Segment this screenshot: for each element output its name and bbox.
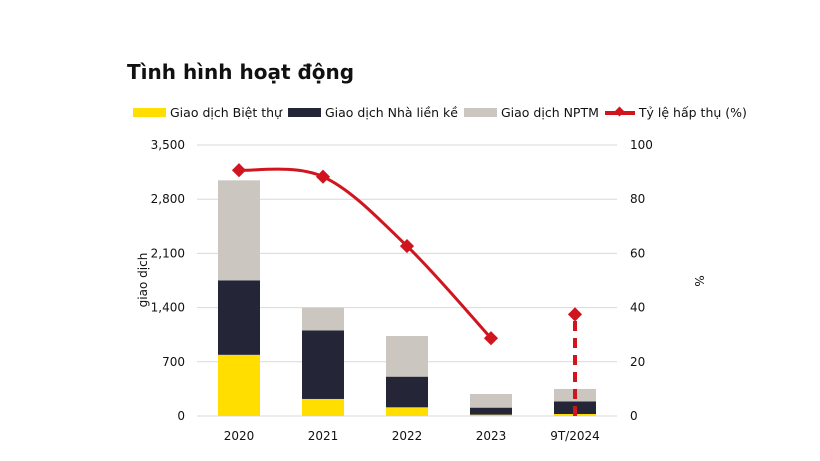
- bar-segment: [302, 398, 344, 416]
- absorption-rate-marker: [231, 163, 247, 178]
- y2-tick-label: 0: [630, 409, 638, 423]
- legend: Giao dịch Biệt thự Giao dịch Nhà liền kề…: [133, 105, 753, 120]
- y-axis-label: giao dịch: [136, 253, 150, 308]
- legend-label: Tỷ lệ hấp thụ (%): [638, 105, 747, 120]
- absorption-rate-marker: [399, 239, 415, 254]
- absorption-rate-marker: [567, 307, 583, 322]
- legend-swatch: [287, 108, 321, 117]
- x-tick-label: 2021: [308, 429, 339, 443]
- legend-item-ty-le-hap-thu: Tỷ lệ hấp thụ (%): [604, 105, 747, 120]
- bar-segment: [302, 330, 344, 399]
- x-tick-label: 2022: [392, 429, 423, 443]
- y-tick-label: 2,800: [151, 192, 185, 206]
- x-tick-label: 2020: [224, 429, 255, 443]
- legend-swatch: [463, 108, 497, 117]
- y2-tick-label: 100: [630, 138, 653, 152]
- bar-segment: [470, 394, 512, 408]
- absorption-rate-line: [238, 167, 493, 340]
- y2-tick-label: 60: [630, 246, 645, 260]
- legend-label: Giao dịch Biệt thự: [170, 105, 282, 120]
- bar-segment: [218, 180, 260, 281]
- y-tick-label: 700: [162, 355, 185, 369]
- legend-item-nha-lien-ke: Giao dịch Nhà liền kề: [287, 105, 458, 120]
- legend-line-swatch: [604, 110, 635, 115]
- y-tick-label: 1,400: [151, 301, 185, 315]
- absorption-rate-marker: [483, 331, 499, 346]
- y-tick-label: 2,100: [151, 246, 185, 260]
- y-tick-label: 0: [177, 409, 185, 423]
- chart-title: Tình hình hoạt động: [127, 60, 355, 84]
- bar-segment: [386, 407, 428, 416]
- bar-segment: [386, 376, 428, 408]
- y-tick-label: 3,500: [151, 138, 185, 152]
- bar-segment: [218, 354, 260, 416]
- bar-segment: [218, 280, 260, 355]
- y2-tick-label: 80: [630, 192, 645, 206]
- x-tick-label: 9T/2024: [550, 429, 600, 443]
- y2-tick-label: 20: [630, 355, 645, 369]
- bar-segment: [386, 336, 428, 377]
- y2-tick-label: 40: [630, 301, 645, 315]
- x-tick-label: 2023: [476, 429, 507, 443]
- y2-axis-label: %: [692, 275, 706, 286]
- legend-swatch: [133, 108, 166, 117]
- bar-segment: [302, 307, 344, 331]
- legend-item-nptm: Giao dịch NPTM: [463, 105, 599, 120]
- legend-label: Giao dịch NPTM: [500, 105, 599, 120]
- absorption-rate-marker: [315, 169, 331, 184]
- bar-segment: [470, 414, 512, 416]
- bar-segment: [470, 407, 512, 415]
- legend-label: Giao dịch Nhà liền kề: [324, 105, 458, 120]
- legend-item-biet-thu: Giao dịch Biệt thự: [133, 105, 282, 120]
